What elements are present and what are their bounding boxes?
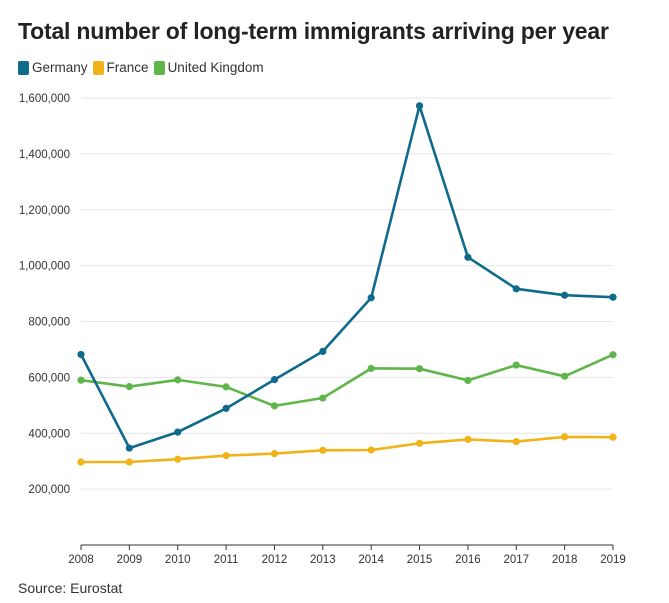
data-point-france <box>367 446 375 454</box>
data-point-germany <box>367 294 375 302</box>
data-point-france <box>222 452 230 460</box>
x-tick-label: 2015 <box>407 554 433 566</box>
y-tick-label: 400,000 <box>28 428 70 440</box>
data-point-germany <box>77 350 85 359</box>
data-point-france <box>415 439 424 447</box>
x-tick-label: 2018 <box>552 554 578 566</box>
series-line-germany <box>79 104 615 450</box>
data-point-united-kingdom <box>222 383 230 391</box>
data-point-germany <box>512 285 520 293</box>
data-point-united-kingdom <box>319 394 327 402</box>
y-tick-label: 800,000 <box>28 317 70 329</box>
data-point-germany <box>609 293 617 301</box>
y-tick-label: 1,000,000 <box>19 261 70 273</box>
chart-title: Total number of long-term immigrants arr… <box>18 18 609 44</box>
x-tick-label: 2012 <box>262 554 288 566</box>
data-point-united-kingdom <box>512 361 520 369</box>
data-point-united-kingdom <box>464 376 472 385</box>
data-point-united-kingdom <box>609 351 617 359</box>
legend-item-germany: Germany <box>18 60 88 75</box>
legend-label-united-kingdom: United Kingdom <box>167 60 264 75</box>
legend-swatch-germany <box>18 60 29 75</box>
data-point-united-kingdom <box>415 365 424 373</box>
y-tick-label: 600,000 <box>28 372 70 384</box>
data-point-germany <box>270 376 279 384</box>
data-point-united-kingdom <box>367 364 375 373</box>
y-tick-label: 1,400,000 <box>19 149 70 161</box>
x-tick-label: 2010 <box>165 554 191 566</box>
x-tick-label: 2013 <box>310 554 336 566</box>
series-line-united-kingdom <box>79 353 615 408</box>
legend-label-germany: Germany <box>32 60 88 75</box>
y-tick-label: 1,200,000 <box>19 205 70 217</box>
series-line-france <box>79 435 615 464</box>
x-tick-label: 2016 <box>455 554 481 566</box>
data-point-france <box>464 435 472 443</box>
x-tick-label: 2009 <box>117 554 143 566</box>
source-note: Source: Eurostat <box>18 580 123 596</box>
data-point-france <box>561 433 569 441</box>
data-point-germany <box>125 444 133 452</box>
legend-label-france: France <box>106 60 149 75</box>
x-tick-label: 2008 <box>68 554 94 566</box>
data-point-united-kingdom <box>561 372 569 380</box>
chart-legend: Germany France United Kingdom <box>18 60 269 75</box>
legend-swatch-france <box>92 60 104 75</box>
data-point-germany <box>464 253 472 261</box>
x-tick-label: 2019 <box>600 554 626 566</box>
data-point-united-kingdom <box>270 402 279 410</box>
data-point-france <box>609 433 617 441</box>
data-point-germany <box>174 428 182 436</box>
x-tick-label: 2011 <box>214 554 239 566</box>
data-point-france <box>125 458 133 466</box>
data-point-united-kingdom <box>174 376 182 384</box>
data-point-france <box>319 446 327 454</box>
data-point-france <box>270 450 279 458</box>
legend-item-united-kingdom: United Kingdom <box>153 60 264 75</box>
x-tick-label: 2017 <box>503 554 529 566</box>
y-tick-label: 200,000 <box>28 484 70 496</box>
x-tick-label: 2014 <box>358 554 384 566</box>
data-point-france <box>512 438 520 446</box>
legend-swatch-united-kingdom <box>153 60 165 75</box>
data-point-france <box>174 455 182 463</box>
data-point-germany <box>561 291 569 299</box>
data-point-germany <box>319 347 327 355</box>
data-point-germany <box>415 102 424 110</box>
data-point-germany <box>222 404 230 412</box>
legend-item-france: France <box>92 60 149 75</box>
data-point-united-kingdom <box>77 376 85 384</box>
line-chart: 200,000 400,000 600,000 800,000 1,000,000 1,2… <box>19 93 626 566</box>
data-point-france <box>77 458 85 466</box>
y-tick-label: 1,600,000 <box>19 93 70 105</box>
data-point-united-kingdom <box>125 382 133 391</box>
